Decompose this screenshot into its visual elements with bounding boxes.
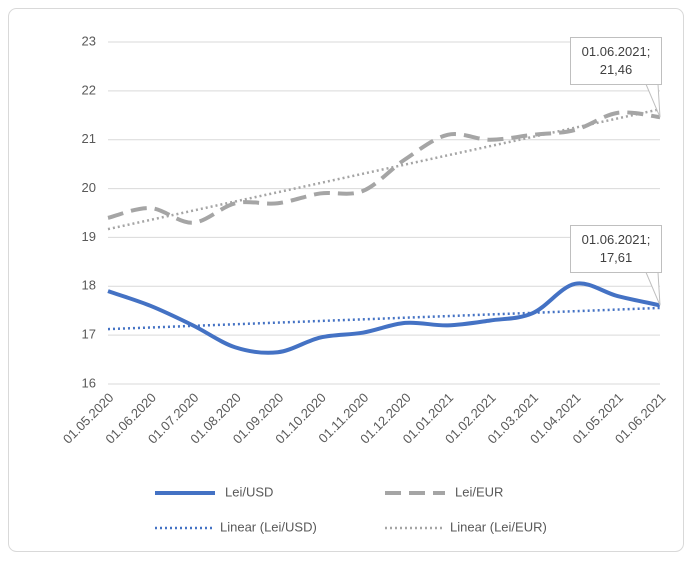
y-tick-label: 17: [82, 327, 96, 342]
y-tick-label: 16: [82, 375, 96, 390]
legend-label: Linear (Lei/USD): [220, 519, 317, 534]
trendline: [107, 306, 661, 331]
legend-label: Linear (Lei/EUR): [450, 519, 547, 534]
legend-label: Lei/USD: [225, 484, 273, 499]
data-label: 01.06.2021; 21,46: [570, 37, 662, 86]
series-line: [107, 110, 661, 225]
legend-label: Lei/EUR: [455, 484, 503, 499]
y-tick-label: 21: [82, 131, 96, 146]
y-tick-label: 22: [82, 82, 96, 97]
y-tick-label: 23: [82, 33, 96, 48]
y-tick-label: 18: [82, 278, 96, 293]
trendline: [107, 108, 661, 231]
y-tick-label: 19: [82, 229, 96, 244]
y-tick-label: 20: [82, 180, 96, 195]
chart-border: [8, 8, 684, 552]
series-line: [107, 281, 661, 355]
data-label: 01.06.2021; 17,61: [570, 225, 662, 274]
